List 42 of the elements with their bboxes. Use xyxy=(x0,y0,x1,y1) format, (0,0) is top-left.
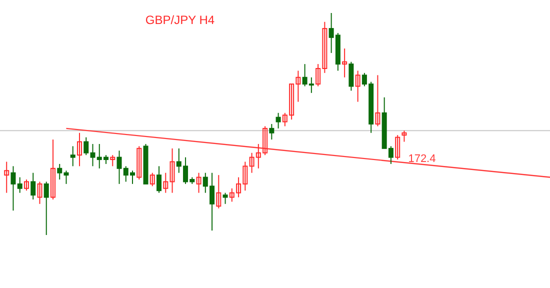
candlestick xyxy=(316,64,321,87)
candlestick xyxy=(322,21,328,74)
candlestick xyxy=(242,161,248,192)
candlestick xyxy=(4,161,10,194)
candlestick xyxy=(156,166,162,194)
candlestick xyxy=(222,192,228,204)
candlestick xyxy=(308,76,314,94)
chart-title: GBP/JPY H4 xyxy=(145,13,215,27)
candlestick xyxy=(24,179,29,192)
candlestick xyxy=(302,64,308,87)
candlestick xyxy=(269,124,274,140)
candlestick xyxy=(30,172,36,200)
candlestick xyxy=(256,143,261,169)
candlestick xyxy=(355,70,360,102)
candlestick xyxy=(276,112,281,129)
candlestick xyxy=(236,176,242,198)
candlestick xyxy=(136,146,142,180)
candlestick xyxy=(44,181,49,236)
candlestick xyxy=(249,152,254,174)
candlestick xyxy=(289,84,294,120)
annotation: 172.4 xyxy=(408,152,436,165)
candlestick xyxy=(163,172,168,194)
candlestick xyxy=(229,188,234,202)
candlestick xyxy=(402,130,407,142)
candlestick xyxy=(50,139,56,200)
candlestick xyxy=(348,61,354,92)
candlestick xyxy=(375,74,380,127)
candlestick xyxy=(37,181,42,204)
candlestick xyxy=(196,172,202,194)
candlestick xyxy=(395,134,400,160)
candlestick xyxy=(216,174,222,209)
candlestick xyxy=(282,112,288,127)
candlestick xyxy=(76,132,82,167)
candlestick xyxy=(342,48,348,78)
candlestick xyxy=(17,176,22,194)
candlestick xyxy=(10,166,16,212)
candlestick xyxy=(296,70,301,102)
candlestick xyxy=(110,154,116,167)
candlestick xyxy=(262,126,268,156)
candlestick xyxy=(170,148,175,194)
candlestick xyxy=(150,172,155,187)
candlestick xyxy=(70,146,76,167)
